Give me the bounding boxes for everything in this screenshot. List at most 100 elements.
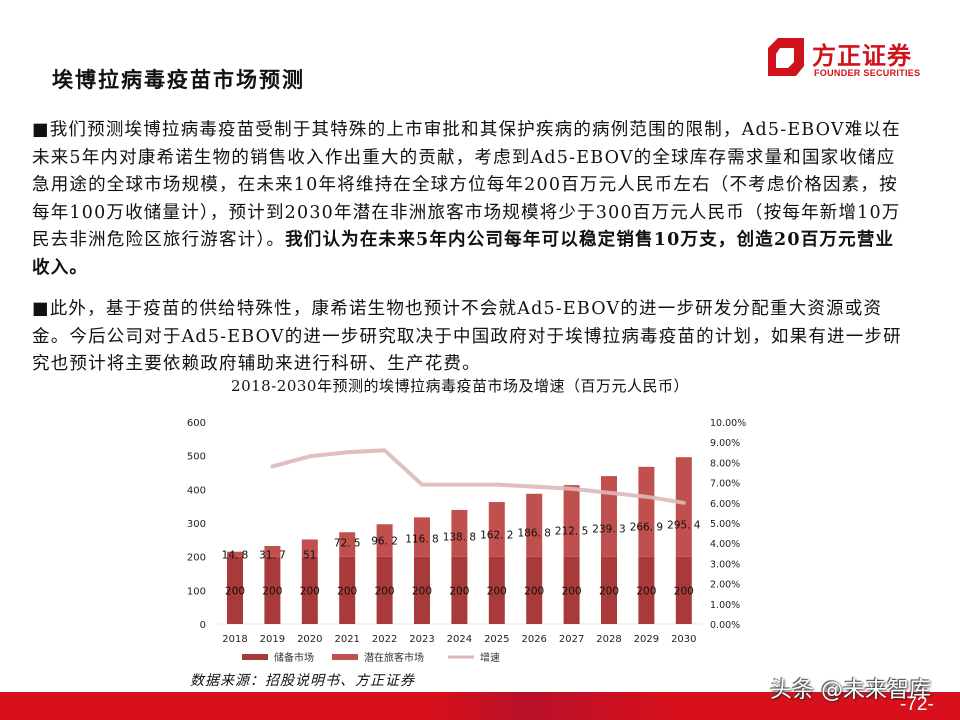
bar-reserve-market <box>227 556 243 624</box>
svg-text:72. 5: 72. 5 <box>334 538 361 550</box>
footer-bar <box>0 692 960 720</box>
svg-text:295. 4: 295. 4 <box>667 520 701 532</box>
bar-traveler-market <box>488 502 505 557</box>
bar-reserve-market <box>638 556 655 624</box>
svg-text:2023: 2023 <box>409 634 434 645</box>
y-right-tick: 8.00% <box>710 458 740 469</box>
bar-reserve-market <box>675 556 692 624</box>
svg-text:2028: 2028 <box>596 634 621 645</box>
market-chart: 0 100 200 300 400 500 600 0.00% 1.00% 2.00% 3.00% 4… <box>180 410 780 690</box>
y-right-tick: 10.00% <box>710 418 746 429</box>
svg-text:200: 200 <box>524 585 544 597</box>
y-left-tick: 500 <box>187 452 206 463</box>
legend-swatch <box>448 655 474 659</box>
y-right-tick: 2.00% <box>710 580 740 591</box>
svg-text:200: 200 <box>562 585 582 597</box>
bar-reserve-market <box>339 556 356 624</box>
bar-traveler-market <box>675 457 692 557</box>
paragraph-1-text: ■我们预测埃博拉病毒疫苗受制于其特殊的上市审批和其保护疾病的病例范围的限制，Ad… <box>32 120 901 250</box>
svg-text:200: 200 <box>449 585 469 597</box>
founder-logo-icon <box>768 38 804 76</box>
legend-swatch <box>242 654 268 660</box>
y-left-tick: 400 <box>187 485 206 496</box>
y-left-tick: 300 <box>187 519 206 530</box>
bar-reserve-market <box>601 556 617 624</box>
y-right-tick: 9.00% <box>710 438 740 449</box>
bar-traveler-market <box>526 493 543 557</box>
bar-traveler-market <box>414 517 430 557</box>
bar-traveler-market <box>227 551 243 557</box>
bar-traveler-market <box>301 539 318 557</box>
y-right-tick: 6.00% <box>710 499 740 510</box>
svg-text:200: 200 <box>599 585 619 597</box>
svg-text:200: 200 <box>674 585 694 597</box>
y-right-tick: 0.00% <box>710 620 740 631</box>
legend-swatch <box>332 654 358 660</box>
svg-text:2025: 2025 <box>484 634 509 645</box>
bar-reserve-market <box>451 556 468 624</box>
paragraph-2: ■此外，基于疫苗的供给特殊性，康希诺生物也预计不会就Ad5-EBOV的进一步研发… <box>32 299 902 374</box>
svg-text:2029: 2029 <box>634 634 659 645</box>
svg-text:2021: 2021 <box>334 634 359 645</box>
svg-text:2030: 2030 <box>671 634 696 645</box>
brand-name-cn: 方正证券 <box>812 42 912 70</box>
y-left-tick: 600 <box>187 418 206 429</box>
svg-text:31. 7: 31. 7 <box>259 550 286 562</box>
paragraph-1: ■我们预测埃博拉病毒疫苗受制于其特殊的上市审批和其保护疾病的病例范围的限制，Ad… <box>32 117 902 282</box>
watermark: 头条 @未来智库 <box>770 678 931 703</box>
bar-traveler-market <box>563 485 580 557</box>
brand-logo: 方正证券 FOUNDER SECURITIES <box>768 36 938 80</box>
y-left-tick: 100 <box>187 586 206 597</box>
brand-name-en: FOUNDER SECURITIES <box>814 68 921 78</box>
svg-text:162. 2: 162. 2 <box>480 530 513 542</box>
svg-text:14. 8: 14. 8 <box>222 550 249 562</box>
y-right-tick: 7.00% <box>710 479 740 490</box>
svg-text:200: 200 <box>225 585 245 597</box>
bar-traveler-market <box>451 509 468 557</box>
bar-reserve-market <box>414 556 430 624</box>
y-right-tick: 3.00% <box>710 559 740 570</box>
svg-text:138. 8: 138. 8 <box>443 532 476 544</box>
svg-text:200: 200 <box>337 585 357 597</box>
svg-text:200: 200 <box>262 585 282 597</box>
bar-reserve-market <box>526 556 543 624</box>
svg-text:266. 9: 266. 9 <box>630 522 663 534</box>
legend-label: 储备市场 <box>274 651 314 664</box>
svg-text:2024: 2024 <box>447 634 472 645</box>
y-left-tick: 200 <box>187 553 206 564</box>
svg-text:200: 200 <box>375 585 395 597</box>
y-right-tick: 4.00% <box>710 539 740 550</box>
svg-text:200: 200 <box>487 585 507 597</box>
chart-canvas: 0 100 200 300 400 500 600 0.00% 1.00% 2.00% 3.00% 4… <box>187 418 746 664</box>
svg-text:2027: 2027 <box>559 634 584 645</box>
bar-reserve-market <box>488 556 505 624</box>
y-right-tick: 5.00% <box>710 519 740 530</box>
svg-text:186. 8: 186. 8 <box>517 528 550 540</box>
bar-traveler-market <box>638 466 655 557</box>
data-source: 数据来源：招股说明书、方正证券 <box>190 673 415 689</box>
bar-reserve-market <box>376 556 393 624</box>
svg-text:200: 200 <box>300 585 320 597</box>
svg-text:2020: 2020 <box>297 634 322 645</box>
svg-text:2026: 2026 <box>521 634 546 645</box>
svg-text:51: 51 <box>303 550 316 562</box>
svg-text:200: 200 <box>412 585 432 597</box>
bar-traveler-market <box>376 524 393 557</box>
bar-traveler-market <box>601 476 617 557</box>
page-number: -72- <box>900 694 934 715</box>
y-right-tick: 1.00% <box>710 600 740 611</box>
svg-text:239. 3: 239. 3 <box>592 524 625 536</box>
bar-traveler-market <box>264 545 281 557</box>
bar-reserve-market <box>301 556 318 624</box>
bar-reserve-market <box>264 556 281 624</box>
paragraph-1-bold: 我们认为在未来5年内公司每年可以稳定销售10万支，创造20百万元营业收入。 <box>32 230 895 278</box>
growth-line <box>270 448 686 505</box>
legend-label: 增速 <box>480 651 500 664</box>
svg-text:2018: 2018 <box>222 634 247 645</box>
svg-text:116. 8: 116. 8 <box>405 534 438 546</box>
svg-text:96. 2: 96. 2 <box>371 536 398 548</box>
bar-traveler-market <box>339 532 356 557</box>
svg-text:212. 5: 212. 5 <box>555 526 588 538</box>
svg-text:2022: 2022 <box>372 634 397 645</box>
svg-text:200: 200 <box>636 585 656 597</box>
